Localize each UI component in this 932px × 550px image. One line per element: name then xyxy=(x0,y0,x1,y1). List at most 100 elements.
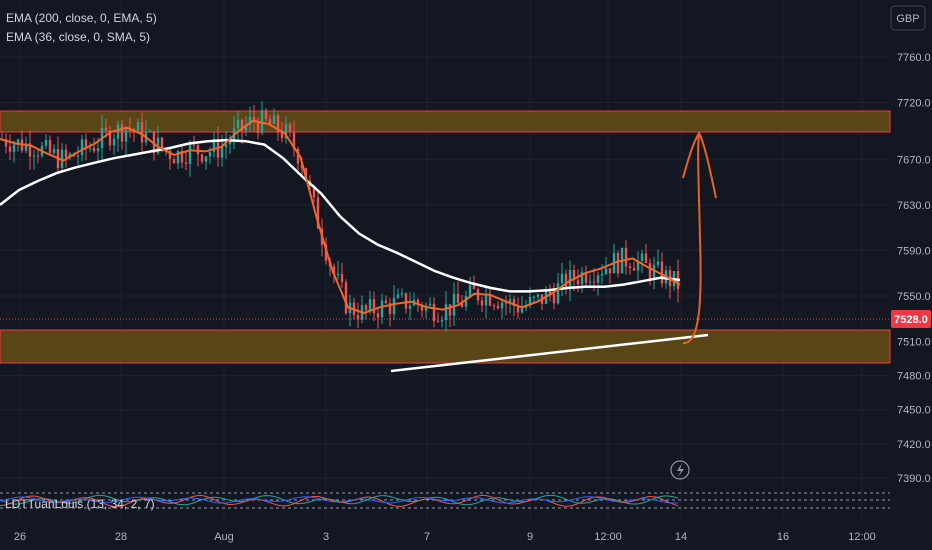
candle xyxy=(500,298,504,320)
candle xyxy=(640,249,644,274)
candle xyxy=(196,144,200,167)
y-tick-label: 7550.0 xyxy=(897,291,931,303)
x-tick-label: 9 xyxy=(527,531,533,543)
candle xyxy=(580,267,584,293)
candle xyxy=(440,315,444,328)
x-tick-label: 28 xyxy=(115,531,127,543)
candle xyxy=(380,293,384,325)
x-tick-label: 12:00 xyxy=(594,531,622,543)
candle xyxy=(240,118,244,144)
candle xyxy=(148,128,152,133)
candle xyxy=(76,145,80,166)
candle xyxy=(512,295,516,317)
price-axis[interactable]: GBP 7390.0 7420.0 7450.0 7480.0 7510.0 7550.0… xyxy=(890,5,931,485)
candle xyxy=(504,295,508,316)
candle xyxy=(336,261,340,280)
candle xyxy=(584,265,588,288)
candle xyxy=(596,272,600,296)
candle xyxy=(452,282,456,326)
candle xyxy=(356,302,360,328)
y-tick-label: 7450.0 xyxy=(897,405,931,417)
candle xyxy=(188,139,192,177)
plot-area[interactable] xyxy=(0,0,890,520)
candle xyxy=(108,125,112,151)
candle xyxy=(116,120,120,152)
candle xyxy=(200,153,204,165)
candle xyxy=(456,281,460,304)
candle xyxy=(624,240,628,275)
candle xyxy=(548,284,552,302)
candle xyxy=(136,118,140,132)
support-trendline[interactable] xyxy=(390,333,709,373)
candle xyxy=(84,133,88,161)
currency-button[interactable] xyxy=(890,5,926,31)
candle xyxy=(172,156,176,164)
candle xyxy=(520,296,524,314)
candle xyxy=(488,288,492,307)
candle xyxy=(28,130,32,170)
oscillator-pane[interactable]: LDTTuanLouis (13, 34, 2, 7) xyxy=(0,492,890,511)
candle xyxy=(484,286,488,319)
x-tick-label: 16 xyxy=(777,531,789,543)
candle xyxy=(468,276,472,298)
ema-36-line[interactable] xyxy=(0,119,681,315)
candle xyxy=(644,243,648,264)
projection-arrow[interactable] xyxy=(682,132,702,344)
candle xyxy=(248,106,252,132)
candle xyxy=(204,155,208,170)
candle xyxy=(168,146,172,170)
ema-36-legend[interactable]: EMA (36, close, 0, SMA, 5) xyxy=(6,30,150,44)
candle xyxy=(372,291,376,322)
x-tick-label: 7 xyxy=(424,531,430,543)
candle xyxy=(32,149,36,170)
ema-200-line[interactable] xyxy=(0,138,681,293)
candle xyxy=(388,297,392,327)
candle xyxy=(344,279,348,316)
candle xyxy=(284,116,288,144)
svg-text:7528.0: 7528.0 xyxy=(894,314,928,326)
y-tick-label: 7510.0 xyxy=(897,336,931,348)
candle xyxy=(88,141,92,153)
candle xyxy=(180,144,184,169)
candle xyxy=(12,140,16,163)
candle xyxy=(400,288,404,298)
candle xyxy=(340,263,344,288)
candle xyxy=(608,268,612,284)
candle xyxy=(564,269,568,295)
ema-200-legend[interactable]: EMA (200, close, 0, EMA, 5) xyxy=(6,11,157,25)
candle xyxy=(112,133,116,155)
candle xyxy=(656,249,660,268)
candle xyxy=(48,135,52,155)
candle xyxy=(16,138,20,152)
candle xyxy=(552,283,556,310)
candle xyxy=(120,119,124,150)
candle xyxy=(36,149,40,164)
resistance-zone[interactable] xyxy=(0,110,891,133)
candle xyxy=(376,308,380,329)
candle xyxy=(288,122,292,138)
candle xyxy=(184,152,188,171)
candle xyxy=(480,296,484,313)
candle xyxy=(636,251,640,280)
time-axis[interactable]: 26 28 Aug 3 7 9 12:00 14 16 12:00 xyxy=(14,531,876,543)
x-tick-label: Aug xyxy=(214,531,234,543)
y-tick-label: 7670.0 xyxy=(897,154,931,166)
support-zone[interactable] xyxy=(0,329,891,364)
candle xyxy=(276,112,280,141)
candle xyxy=(396,288,400,299)
candle xyxy=(252,104,256,133)
candle xyxy=(384,295,388,305)
candle xyxy=(80,134,84,162)
candle xyxy=(660,252,664,288)
candle xyxy=(124,128,128,156)
lightning-icon[interactable] xyxy=(670,460,690,480)
y-tick-label: 7720.0 xyxy=(897,98,931,110)
candle xyxy=(392,285,396,321)
candle xyxy=(628,262,632,275)
candle xyxy=(8,134,12,160)
y-tick-label: 7390.0 xyxy=(897,473,931,485)
candle xyxy=(436,312,440,323)
candle xyxy=(588,274,592,286)
last-price-tag: 7528.0 xyxy=(891,310,931,328)
